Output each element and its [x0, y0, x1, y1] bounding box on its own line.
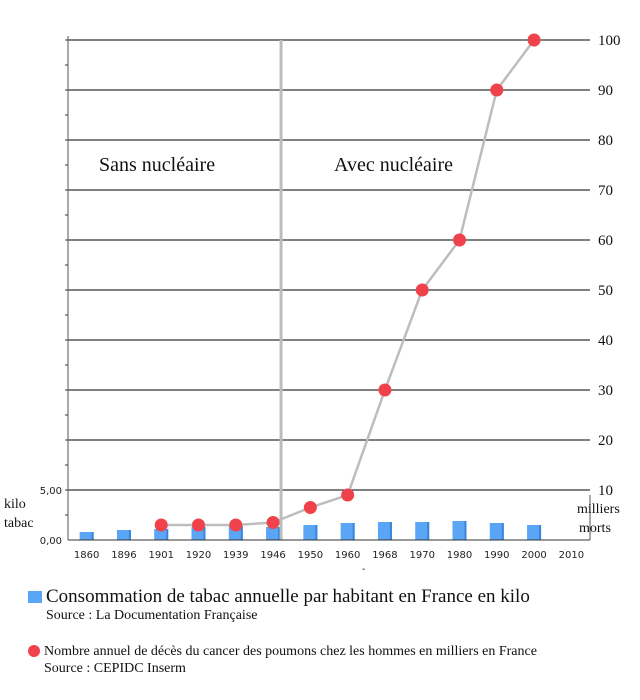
chart: 10 20 30 40 50 60 70 80 90 100 0,00 5,00 1860 1896 190… — [4, 33, 621, 575]
x-axis-tick-label: 1860 — [74, 550, 99, 561]
x-axis-tick-label: 1896 — [111, 550, 136, 561]
x-axis-tick-label: 1980 — [447, 550, 472, 561]
right-axis-tick-label: 80 — [598, 133, 613, 149]
tabac-bar-shade — [501, 523, 504, 540]
left-axis-tick-label: 5,00 — [40, 486, 62, 497]
tabac-bar — [79, 532, 94, 540]
legend-bar-swatch — [28, 591, 42, 603]
x-axis-tick-label: 1920 — [186, 550, 211, 561]
deces-point — [154, 518, 168, 532]
tabac-bar-shade — [427, 522, 430, 540]
tabac-bar — [340, 523, 355, 540]
x-axis-tick-label: 1901 — [148, 550, 173, 561]
left-axis-label-line2: tabac — [4, 516, 34, 531]
tabac-bar-shade — [389, 522, 392, 540]
right-axis-tick-label: 100 — [598, 33, 621, 49]
deces-point — [527, 33, 541, 47]
right-axis-label-line2: morts — [579, 521, 611, 536]
legend-dot-swatch — [28, 645, 40, 657]
x-axis-tick-label: 1946 — [260, 550, 285, 561]
left-axis-tick-label: 0,00 — [40, 536, 62, 547]
tabac-bar-shade — [91, 532, 94, 540]
right-axis-tick-label: 70 — [598, 183, 613, 199]
legend-dot: Nombre annuel de décès du cancer des pou… — [28, 643, 537, 677]
x-axis-tick-label: 1939 — [223, 550, 248, 561]
deces-point — [303, 501, 317, 514]
tabac-bar-shade — [315, 525, 318, 540]
tabac-bar-shade — [166, 529, 169, 540]
legend-bar: Consommation de tabac annuelle par habit… — [28, 586, 530, 624]
tabac-bar-shade — [464, 521, 467, 540]
x-axis-tick-label: 1990 — [484, 550, 509, 561]
tabac-bar-shade — [128, 530, 131, 540]
x-axis-tick-label: 2000 — [521, 550, 546, 561]
deces-point — [415, 283, 429, 297]
x-axis-tick-label: 1970 — [409, 550, 434, 561]
annotation-avec-nucleaire: Avec nucléaire — [334, 154, 453, 176]
axis-labels: kilo tabac milliers morts Sans nucléaire… — [4, 154, 620, 575]
left-axis-label-line1: kilo — [4, 497, 26, 512]
tabac-bar-shade — [203, 527, 206, 540]
right-axis-tick-label: 50 — [598, 283, 613, 299]
x-axis-tick-label: 1960 — [335, 550, 360, 561]
right-axis-tick-label: 60 — [598, 233, 613, 249]
legend-dot-title: Nombre annuel de décès du cancer des pou… — [44, 644, 537, 659]
deces-point — [266, 516, 280, 529]
tabac-bar — [266, 527, 281, 540]
deces-point — [229, 518, 243, 532]
deces-point — [192, 518, 205, 532]
tabac-bar — [415, 522, 430, 540]
tabac-bar — [452, 521, 467, 540]
deces-point — [341, 488, 355, 502]
right-axis-label-line1: milliers — [577, 502, 620, 517]
tabac-bar-shade — [539, 525, 542, 540]
line-series — [154, 33, 541, 532]
tabac-bar — [377, 522, 392, 540]
x-axis-tick-label: 1950 — [298, 550, 323, 561]
axes: 10 20 30 40 50 60 70 80 90 100 0,00 5,00 1860 1896 190… — [40, 33, 621, 561]
right-axis-tick-label: 20 — [598, 433, 613, 449]
annotation-sans-nucleaire: Sans nucléaire — [99, 154, 215, 176]
bar-series — [79, 521, 542, 540]
legend-bar-title: Consommation de tabac annuelle par habit… — [46, 586, 530, 607]
legend-dot-source: Source : CEPIDC Inserm — [44, 661, 186, 676]
tabac-bar — [154, 529, 169, 540]
legend-bar-source: Source : La Documentation Française — [46, 608, 258, 623]
deces-point — [378, 383, 392, 397]
x-axis-tick-label: 2010 — [559, 550, 584, 561]
tabac-bar-shade — [240, 526, 243, 540]
right-axis-tick-label: 10 — [598, 483, 613, 499]
deces-point — [453, 233, 466, 247]
tabac-bar — [303, 525, 318, 540]
right-axis-tick-label: 90 — [598, 83, 613, 99]
stray-mark: - — [362, 564, 365, 575]
gridlines — [68, 39, 590, 491]
x-axis-tick-label: 1968 — [372, 550, 397, 561]
tabac-bar — [527, 525, 542, 540]
deces-point — [490, 83, 504, 97]
tabac-bar-shade — [278, 527, 281, 540]
right-axis-tick-label: 30 — [598, 383, 613, 399]
deces-line — [161, 39, 536, 527]
tabac-bar — [116, 530, 131, 540]
right-axis-tick-label: 40 — [598, 333, 613, 349]
tabac-bar-shade — [352, 523, 355, 540]
tabac-bar — [489, 523, 504, 540]
